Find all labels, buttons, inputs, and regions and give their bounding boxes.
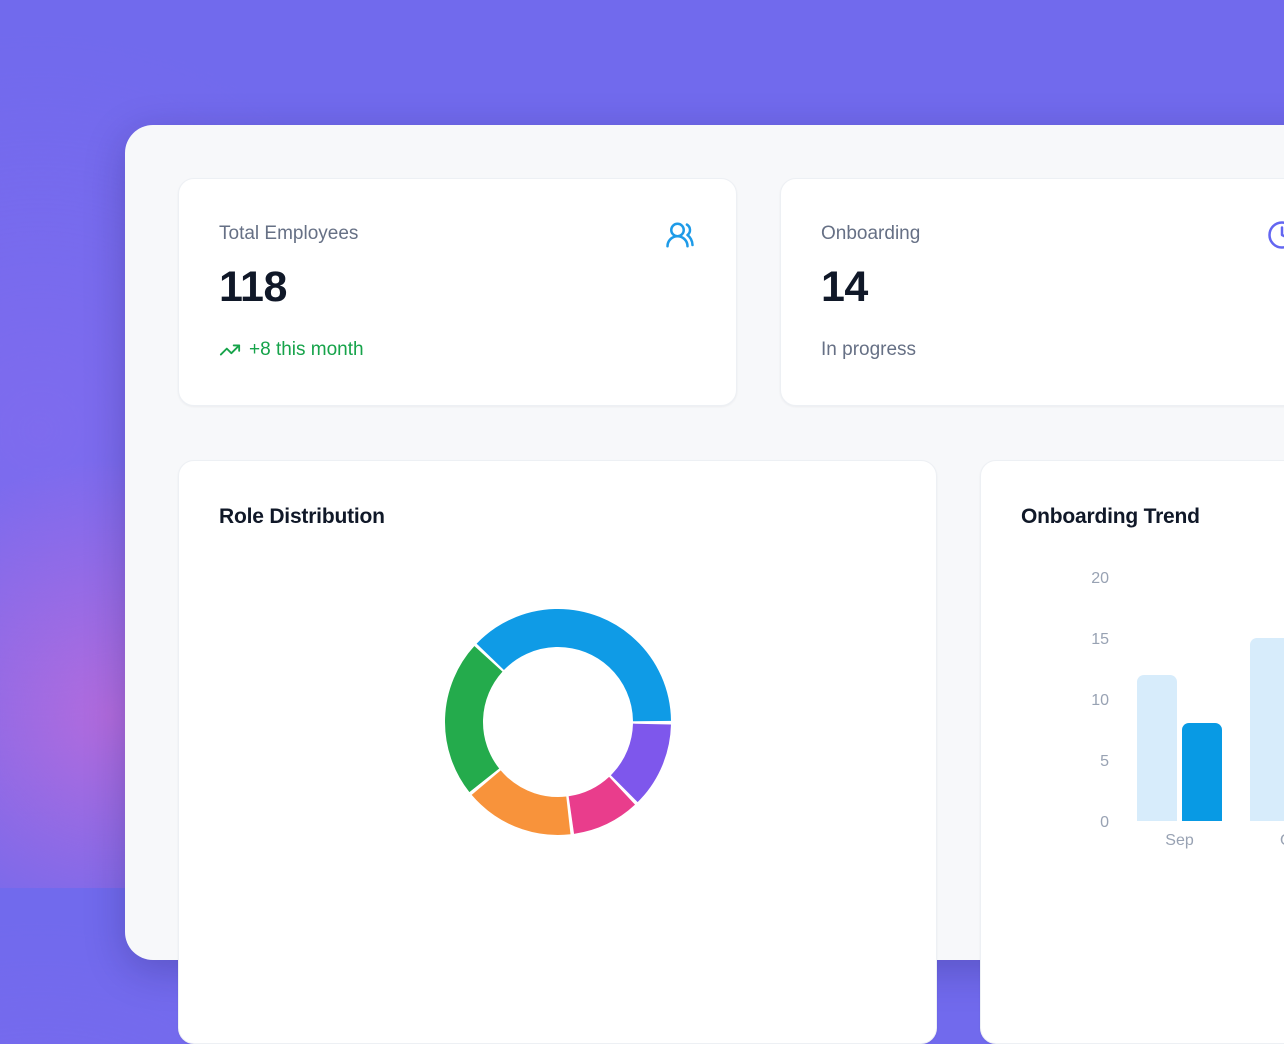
onboarding-trend-bar-chart[interactable]: 20 15 10 5 0 Sep Oct <box>981 461 1284 1043</box>
role-distribution-donut-chart[interactable] <box>445 609 671 835</box>
stat-card-onboarding: Onboarding 14 In progress <box>780 178 1284 406</box>
stat-delta-text: +8 this month <box>249 339 364 361</box>
x-axis-tick: Sep <box>1165 832 1193 850</box>
chart-card-onboarding-trend: Onboarding Trend 20151050SepOct <box>980 460 1284 1044</box>
x-axis-tick: Oct <box>1280 832 1284 850</box>
chart-card-role-distribution: Role Distribution <box>178 460 937 1044</box>
stat-delta: +8 this month <box>219 339 364 361</box>
y-axis-tick: 10 <box>1065 692 1109 710</box>
stat-label: Total Employees <box>219 223 358 245</box>
y-axis-tick: 15 <box>1065 631 1109 649</box>
stat-label: Onboarding <box>821 223 920 245</box>
y-axis-tick: 0 <box>1065 814 1109 832</box>
users-round-icon <box>665 220 695 250</box>
y-axis-tick: 5 <box>1065 753 1109 771</box>
clock-icon <box>1267 220 1284 250</box>
light-blue-series-bar[interactable] <box>1250 638 1284 821</box>
stat-value: 118 <box>219 263 287 312</box>
chart-title: Role Distribution <box>219 505 385 529</box>
y-axis-tick: 20 <box>1065 570 1109 588</box>
stat-status: In progress <box>821 339 916 361</box>
dashboard-background: { "theme": { "background_purple": "#716a… <box>0 0 1284 888</box>
stat-card-total-employees: Total Employees 118 +8 this month <box>178 178 737 406</box>
donut-svg[interactable] <box>398 562 717 881</box>
light-blue-series-bar[interactable] <box>1137 675 1177 821</box>
trending-up-icon <box>219 339 241 361</box>
stat-value: 14 <box>821 263 868 312</box>
dark-blue-series-bar[interactable] <box>1182 723 1222 821</box>
dashboard-panel: Total Employees 118 +8 this month Onboar… <box>125 125 1284 960</box>
